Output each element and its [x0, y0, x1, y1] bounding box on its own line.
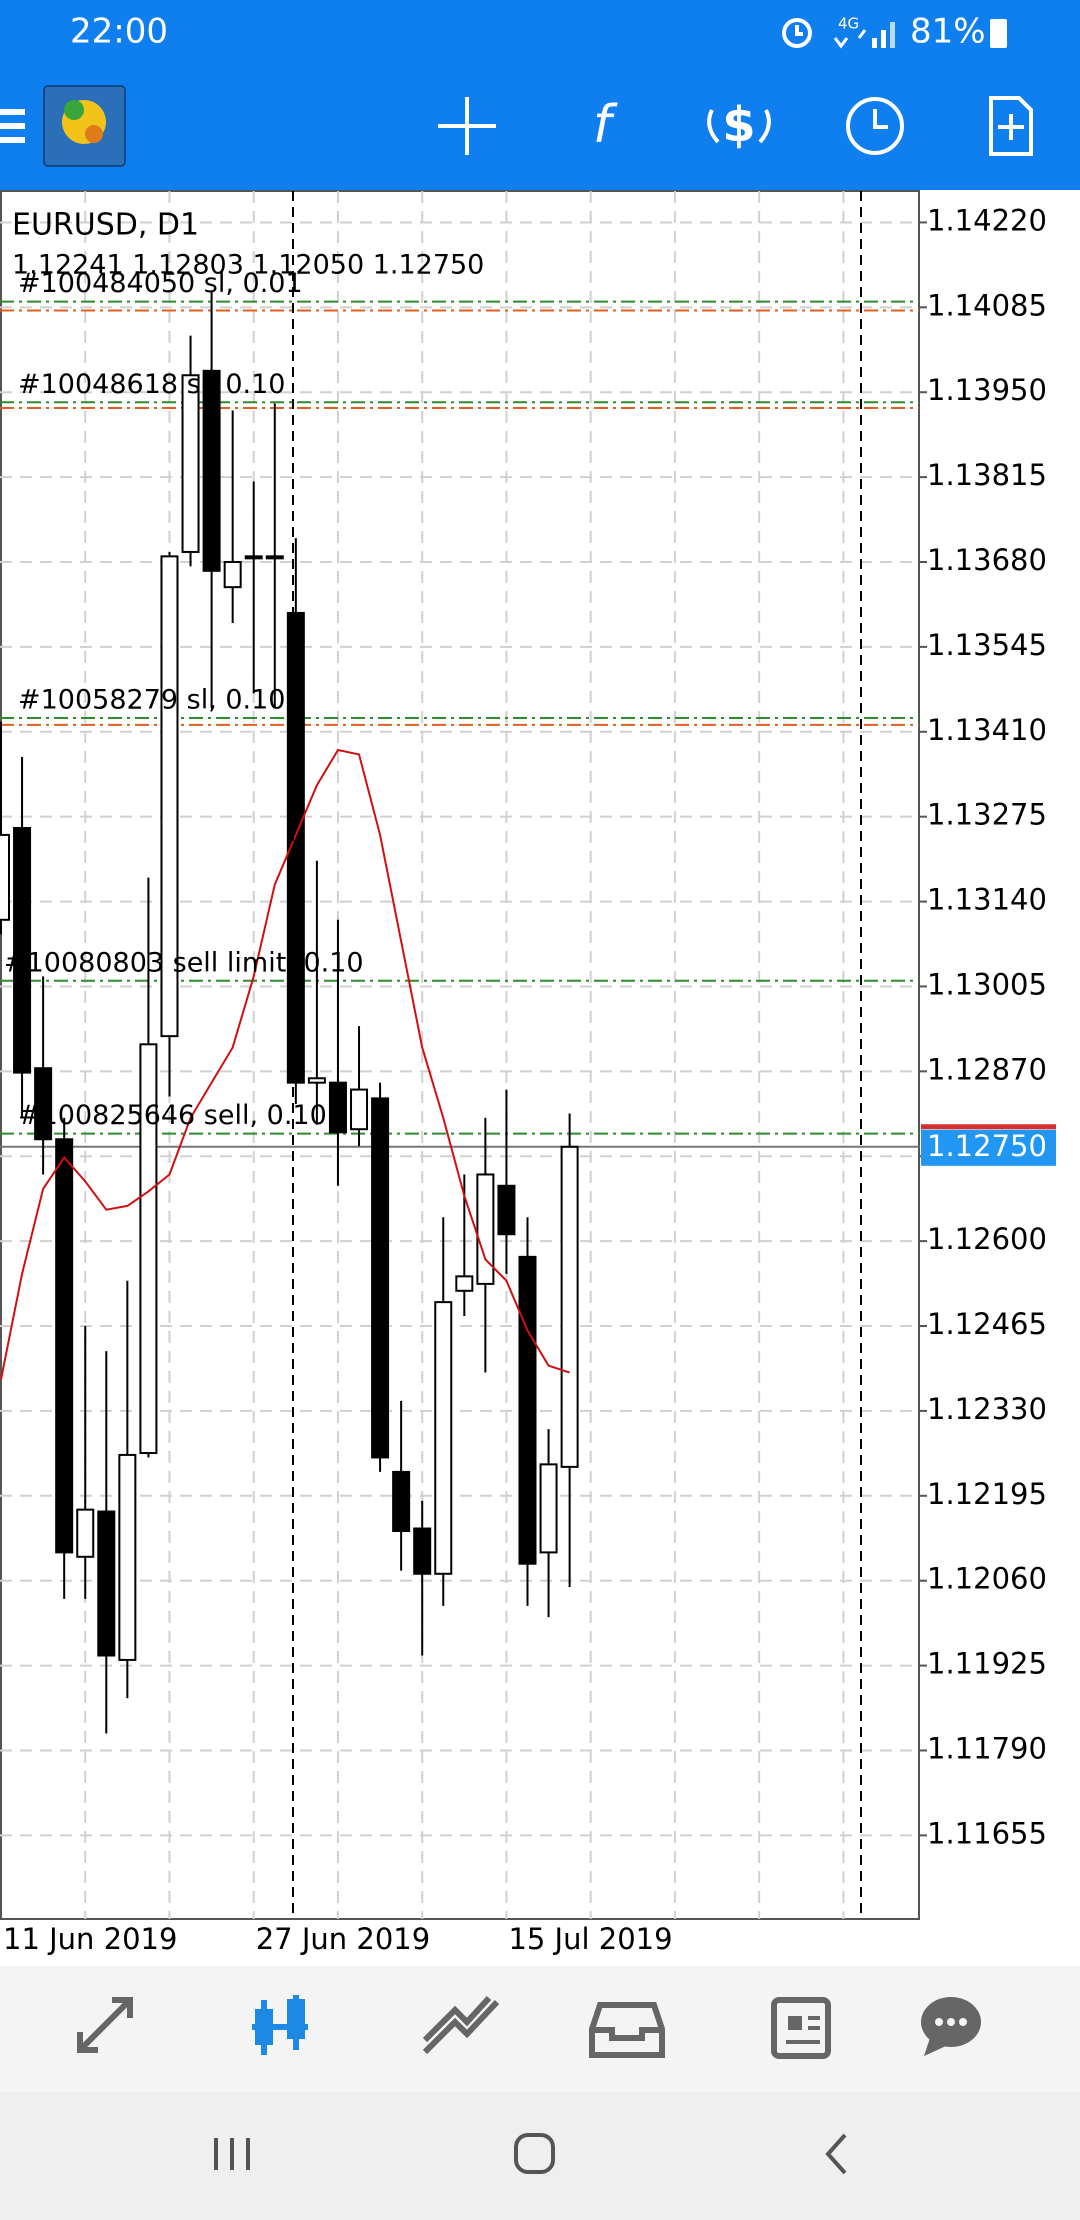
y-tick-label: 1.11925 [927, 1647, 1047, 1681]
y-tick-label: 1.12330 [927, 1392, 1047, 1426]
y-tick-label: 1.13545 [927, 628, 1047, 662]
y-tick-label: 1.13275 [927, 798, 1047, 832]
y-tick-label: 1.12195 [927, 1477, 1047, 1511]
order-levels [0, 300, 919, 1148]
system-buttons [214, 2133, 847, 2175]
y-tick-label: 1.14220 [927, 203, 1047, 237]
candle-body [476, 1173, 495, 1285]
candle-body [139, 1043, 158, 1455]
y-tick-label: 1.12465 [927, 1307, 1047, 1341]
candle-body [55, 1138, 74, 1554]
moving-average [0, 748, 570, 1380]
battery-icon [990, 19, 1007, 48]
news-tab[interactable] [771, 1997, 831, 2059]
svg-text:$: $ [722, 97, 755, 153]
candle-body [392, 1470, 411, 1533]
candles [0, 290, 579, 1734]
new-order-button[interactable] [989, 96, 1033, 156]
history-tab[interactable] [589, 2002, 665, 2058]
bid-label: 1.12750 [927, 1129, 1047, 1163]
candle-body [160, 555, 179, 1038]
candle-body [434, 1301, 453, 1575]
app-logo[interactable] [43, 85, 126, 167]
status-time: 22:00 [70, 12, 168, 52]
status-icons: 4G [782, 15, 895, 49]
y-tick-label: 1.11655 [927, 1816, 1047, 1850]
y-tick-label: 1.12060 [927, 1562, 1047, 1596]
candle-body [118, 1453, 137, 1661]
x-tick-label: 27 Jun 2019 [256, 1922, 430, 1956]
candle-body [518, 1255, 537, 1565]
x-tick-label: 15 Jul 2019 [508, 1922, 672, 1956]
candle-body [202, 369, 221, 572]
y-tick-label: 1.13950 [927, 373, 1047, 407]
svg-text:4G: 4G [838, 15, 859, 33]
bid-box [921, 1129, 1056, 1166]
back-button[interactable] [825, 2133, 847, 2175]
objects-button[interactable]: $ [707, 97, 771, 153]
candle-body [244, 555, 263, 560]
candle-body [13, 826, 32, 1074]
order-label: #100825646 sell, 0.10 [18, 1100, 327, 1131]
candle-body [371, 1097, 390, 1459]
trade-tab[interactable] [422, 1995, 500, 2055]
status-battery: 81% [910, 12, 986, 52]
y-tick-label: 1.13005 [927, 967, 1047, 1001]
candle-body [497, 1184, 516, 1236]
chart-tab[interactable] [252, 1995, 308, 2055]
candle-body [181, 374, 200, 553]
candle-body [76, 1508, 95, 1558]
candle-body [455, 1275, 474, 1292]
candle-body [97, 1510, 116, 1657]
y-tick-label: 1.12600 [927, 1222, 1047, 1256]
candle-body [286, 611, 305, 1084]
price-axis: 1.14220 1.14085 1.13950 1.13815 1.13680 1.135… [919, 203, 1056, 1850]
candle-body [34, 1067, 53, 1141]
candle-body [0, 833, 10, 921]
app-bar [0, 0, 1080, 190]
ohlc-header: 1.12241 1.12803 1.12050 1.12750 [12, 250, 484, 281]
y-tick-label: 1.11790 [927, 1731, 1047, 1765]
y-tick-label: 1.13680 [927, 543, 1047, 577]
period-button[interactable] [846, 97, 904, 155]
order-label: #10048618 sl, 0.10 [18, 369, 285, 400]
order-label: #10080803 sell limit, 0.10 [4, 947, 364, 978]
candle-body [223, 561, 242, 589]
y-tick-label: 1.13815 [927, 458, 1047, 492]
bottom-nav [0, 1966, 1080, 2092]
y-tick-label: 1.13140 [927, 883, 1047, 917]
system-nav [0, 2092, 1080, 2220]
order-label: #100484050 sl, 0.01 [18, 268, 303, 299]
quotes-tab[interactable] [77, 1997, 133, 2053]
candle-body [539, 1463, 558, 1554]
y-tick-label: 1.13410 [927, 713, 1047, 747]
chart-frame [0, 190, 920, 1920]
candle-body [350, 1088, 369, 1131]
candle-body [307, 1077, 326, 1084]
home-button[interactable] [514, 2133, 555, 2174]
candle-body [413, 1527, 432, 1575]
order-label: #10058279 sl, 0.10 [18, 684, 285, 715]
candle-body [560, 1145, 579, 1468]
candle-body [265, 555, 284, 560]
y-tick-label: 1.14085 [927, 288, 1047, 322]
y-tick-label: 1.12870 [927, 1052, 1047, 1086]
x-tick-label: 11 Jun 2019 [3, 1922, 177, 1956]
recents-button[interactable] [214, 2138, 250, 2170]
menu-button[interactable] [0, 109, 25, 143]
candle-body [328, 1081, 347, 1134]
crosshair-button[interactable] [438, 97, 496, 155]
chat-tab[interactable] [921, 1997, 981, 2056]
nav-icons [77, 1995, 981, 2059]
chart-title: EURUSD, D1 [12, 208, 199, 243]
